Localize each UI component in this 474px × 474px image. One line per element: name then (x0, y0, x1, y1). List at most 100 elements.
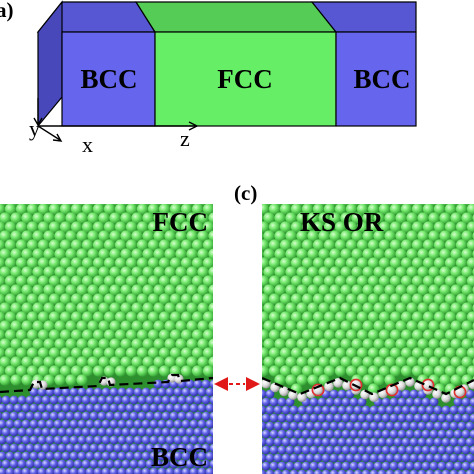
fcc-atom (48, 257, 61, 269)
bcc-atom (349, 397, 359, 407)
bcc-atom (37, 467, 47, 474)
fcc-atom (263, 338, 275, 350)
fcc-atom (12, 204, 20, 206)
fcc-atom (180, 257, 193, 269)
bcc-atom (89, 459, 99, 469)
fcc-atom (290, 293, 303, 305)
bcc-atom (77, 419, 87, 429)
bcc-atom (101, 451, 111, 461)
bcc-atom (85, 419, 95, 429)
fcc-atom (389, 221, 402, 233)
bcc-atom (417, 421, 427, 431)
fcc-atom (48, 204, 61, 215)
bcc-atom (117, 451, 127, 461)
fcc-atom (202, 204, 213, 215)
bcc-atom (397, 413, 407, 423)
bcc-atom (329, 453, 339, 463)
bcc-atom (377, 469, 387, 474)
bcc-atom (13, 451, 23, 461)
bcc-atom (405, 429, 415, 439)
bcc-atom (269, 445, 279, 455)
fcc-atom (26, 293, 39, 305)
fcc-atom (169, 275, 182, 287)
fcc-atom (373, 212, 385, 224)
bcc-atom (405, 413, 415, 423)
fcc-atom (400, 275, 413, 287)
fcc-atom (54, 212, 66, 224)
bcc-atom (33, 411, 43, 421)
bcc-atom (269, 461, 279, 471)
bcc-atom (185, 459, 195, 469)
fcc-atom (318, 212, 330, 224)
fcc-atom (268, 275, 281, 287)
fcc-atom (103, 239, 116, 251)
fcc-atom (158, 239, 171, 251)
fcc-atom (21, 320, 33, 332)
panel-b-bcc-label: BCC (151, 442, 208, 472)
bcc-atom (181, 387, 191, 397)
bcc-atom (349, 461, 359, 471)
bcc-atom (329, 421, 339, 431)
bcc-atom (61, 435, 71, 445)
bcc-atom (193, 379, 203, 389)
fcc-atom (307, 230, 319, 242)
fcc-atom (43, 320, 55, 332)
bcc-atom (197, 419, 207, 429)
fcc-atom (433, 365, 446, 377)
fcc-atom (367, 347, 380, 359)
fcc-atom (389, 329, 402, 341)
fcc-atom (356, 204, 369, 215)
bcc-atom (17, 411, 27, 421)
bcc-atom (33, 443, 43, 453)
fcc-atom (290, 347, 303, 359)
bcc-atom (201, 427, 211, 437)
bcc-atom (441, 405, 451, 415)
fcc-atom (351, 320, 363, 332)
fcc-atom (329, 284, 341, 296)
bcc-atom (0, 444, 3, 452)
bcc-atom (197, 387, 207, 397)
bcc-atom (337, 421, 347, 431)
bcc-atom (25, 443, 35, 453)
fcc-atom (351, 248, 363, 260)
fcc-atom (103, 293, 116, 305)
bcc-atom (189, 451, 199, 461)
fcc-atom (323, 365, 336, 377)
bcc-atom (0, 460, 3, 468)
bcc-atom (109, 387, 119, 397)
fcc-atom (202, 257, 213, 269)
fcc-atom (164, 338, 176, 350)
bcc-atom (69, 419, 79, 429)
fcc-atom (37, 311, 50, 323)
fcc-atom (92, 311, 105, 323)
fcc-atom (169, 311, 182, 323)
fcc-atom (43, 302, 55, 314)
bcc-atom (45, 435, 55, 445)
fcc-atom (111, 204, 119, 206)
bcc-atom (293, 445, 303, 455)
bcc-atom (393, 453, 403, 463)
fcc-atom (208, 338, 213, 350)
fcc-atom (131, 248, 143, 260)
bcc-atom (141, 467, 151, 474)
fcc-atom (114, 347, 127, 359)
bcc-atom (385, 453, 395, 463)
bcc-atom (465, 421, 474, 431)
fcc-atom (142, 266, 154, 278)
fcc-atom (417, 284, 429, 296)
fcc-atom (164, 212, 176, 224)
fcc-atom (356, 239, 369, 251)
fcc-atom (362, 212, 374, 224)
bcc-atom (305, 421, 315, 431)
bcc-atom (197, 403, 207, 413)
fcc-atom (428, 266, 440, 278)
fcc-atom (175, 302, 187, 314)
fcc-atom (419, 204, 427, 206)
fcc-atom (26, 347, 39, 359)
fcc-atom (76, 356, 88, 368)
bcc-atom (25, 395, 35, 405)
fcc-atom (208, 266, 213, 278)
fcc-atom (466, 257, 474, 269)
fcc-atom (0, 212, 11, 224)
bcc-atom (401, 405, 411, 415)
